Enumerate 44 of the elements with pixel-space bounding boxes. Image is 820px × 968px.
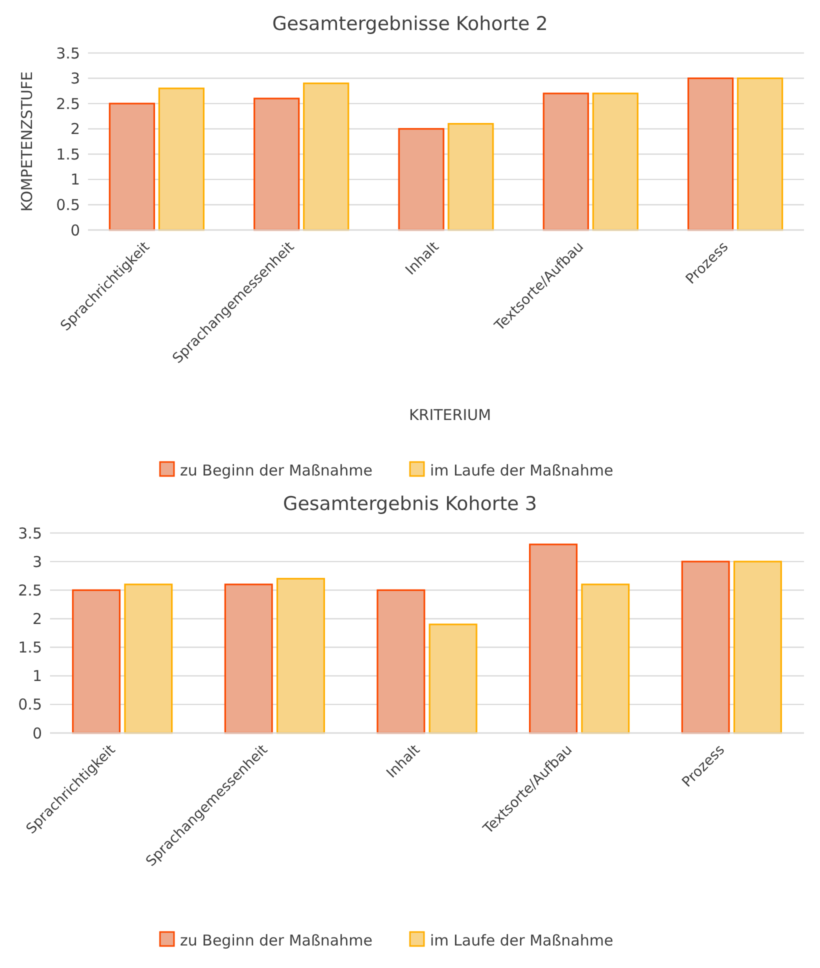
y-tick-label: 1.5 [18, 638, 42, 657]
bar [733, 560, 782, 734]
bar [303, 82, 350, 231]
y-tick-label: 0 [70, 221, 80, 240]
bar [108, 102, 156, 231]
bar [254, 98, 300, 231]
y-tick-label: 1.5 [56, 145, 80, 164]
bar [124, 584, 173, 734]
y-tick-label: 3 [32, 552, 42, 571]
bar [736, 77, 784, 231]
y-tick-label: 0.5 [56, 196, 80, 214]
legend-label: zu Beginn der Maßnahme [180, 931, 372, 950]
bar [224, 584, 273, 734]
bar [592, 92, 638, 231]
y-tick-label: 0.5 [18, 696, 42, 714]
legend-label: im Laufe der Maßnahme [430, 931, 614, 950]
bar [276, 578, 325, 734]
bar [428, 624, 478, 734]
legend-label: im Laufe der Maßnahme [430, 461, 614, 480]
legend-label: zu Beginn der Maßnahme [180, 461, 372, 480]
bar [158, 88, 205, 231]
y-tick-label: 3.5 [56, 44, 80, 62]
y-axis-title: KOMPETENZSTUFE [18, 71, 36, 212]
bar [581, 584, 630, 734]
bar [72, 589, 121, 734]
bar [398, 128, 444, 231]
chart-title: Gesamtergebnisse Kohorte 2 [272, 13, 548, 35]
bar [687, 77, 734, 231]
bar [542, 92, 589, 231]
y-tick-label: 2 [32, 610, 42, 628]
y-tick-label: 2.5 [56, 94, 80, 113]
bar [376, 589, 426, 734]
bar [529, 544, 578, 734]
y-tick-label: 2 [70, 120, 80, 138]
bar [448, 123, 494, 231]
x-axis-title: KRITERIUM [408, 406, 492, 424]
y-tick-label: 1 [70, 170, 80, 189]
y-tick-label: 3 [70, 70, 80, 88]
chart-title: Gesamtergebnis Kohorte 3 [282, 493, 538, 515]
y-tick-label: 2.5 [18, 581, 42, 600]
bar [681, 560, 730, 734]
y-tick-label: 0 [32, 724, 42, 742]
y-tick-label: 3.5 [18, 524, 42, 542]
y-tick-label: 1 [32, 667, 42, 686]
